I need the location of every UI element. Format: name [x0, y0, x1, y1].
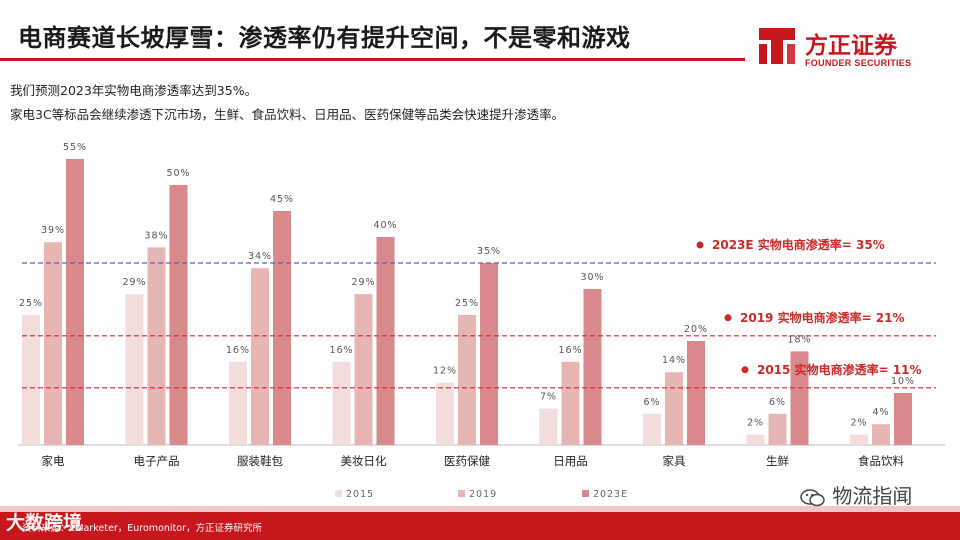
category-label: 服装鞋包: [237, 454, 283, 468]
bar-2019-食品饮料: [872, 424, 890, 445]
company-logo: 方正证券 FOUNDER SECURITIES: [755, 22, 955, 72]
data-label: 34%: [248, 251, 272, 262]
bar-2019-美妆日化: [354, 294, 373, 445]
data-label: 40%: [373, 220, 397, 231]
title-underline: [0, 58, 745, 61]
description-line-2: 家电3C等标品会继续渗透下沉市场，生鲜、食品饮料、日用品、医药保健等品类会快速提…: [10, 107, 565, 122]
data-label: 12%: [433, 366, 457, 377]
data-label: 38%: [144, 230, 168, 241]
bar-2023E-美妆日化: [376, 237, 395, 445]
data-label: 6%: [643, 397, 660, 408]
category-label: 日用品: [553, 454, 588, 468]
bar-2015-家电: [22, 315, 40, 445]
data-label: 4%: [872, 407, 889, 418]
bar-2015-生鲜: [746, 434, 765, 445]
data-label: 29%: [122, 277, 146, 288]
bar-2019-家具: [665, 372, 683, 445]
watermark-right: 物流指闻: [800, 480, 912, 509]
footer-band: [0, 506, 960, 512]
bar-2015-美妆日化: [332, 361, 351, 445]
data-label: 7%: [540, 392, 557, 403]
data-label: 35%: [477, 246, 501, 257]
data-label: 18%: [787, 334, 811, 345]
data-label: 14%: [662, 355, 686, 366]
data-label: 25%: [455, 298, 479, 309]
source-note: 资料来源：eMarketer，Euromonitor，方正证券研究所: [22, 523, 262, 534]
bar-2023E-生鲜: [790, 351, 809, 445]
category-label: 家电: [42, 454, 65, 468]
bar-2015-家具: [643, 413, 661, 445]
page-title: 电商赛道长坡厚雪：渗透率仍有提升空间，不是零和游戏: [18, 24, 631, 52]
data-label: 30%: [580, 272, 604, 283]
data-label: 6%: [769, 397, 786, 408]
category-label: 家具: [663, 454, 686, 468]
bar-2023E-日用品: [583, 289, 602, 445]
data-label: 39%: [41, 225, 65, 236]
legend-label-2019: 2019: [469, 489, 497, 500]
category-label: 医药保健: [444, 454, 490, 468]
reference-label-35: 2023E 实物电商渗透率= 35%: [712, 237, 885, 252]
data-label: 50%: [166, 168, 190, 179]
bar-2023E-家具: [687, 341, 705, 445]
legend-swatch-2023E: [582, 490, 589, 497]
legend-swatch-2015: [335, 490, 342, 497]
bar-2023E-医药保健: [480, 263, 498, 445]
data-label: 45%: [270, 194, 294, 205]
bar-2019-日用品: [561, 361, 580, 445]
watermark-left: 大数跨境: [6, 512, 83, 534]
reference-bullet-icon: [696, 241, 704, 249]
reference-label-21: 2019 实物电商渗透率= 21%: [740, 310, 905, 325]
bar-2019-电子产品: [147, 247, 166, 445]
logo-chinese-name: 方正证券: [805, 33, 897, 59]
bar-2019-服装鞋包: [251, 268, 269, 445]
footer-bar: [0, 512, 960, 540]
bar-2023E-食品饮料: [894, 393, 912, 445]
category-label: 食品饮料: [858, 454, 904, 468]
wechat-icon: [800, 488, 825, 506]
logo-mark-icon: [759, 28, 795, 64]
watermark-right-text: 物流指闻: [832, 484, 913, 508]
logo-english-name: FOUNDER SECURITIES: [805, 58, 912, 68]
category-label: 电子产品: [134, 454, 180, 468]
bar-2015-日用品: [539, 408, 558, 445]
data-label: 20%: [684, 324, 708, 335]
data-label: 25%: [19, 298, 43, 309]
data-label: 2%: [850, 418, 867, 429]
reference-bullet-icon: [724, 314, 732, 322]
data-label: 10%: [891, 376, 915, 387]
legend-label-2023E: 2023E: [593, 489, 628, 500]
data-label: 29%: [351, 277, 375, 288]
bar-2023E-服装鞋包: [273, 211, 291, 445]
bar-2015-医药保健: [436, 382, 454, 445]
category-label: 生鲜: [766, 454, 789, 468]
reference-bullet-icon: [741, 366, 749, 374]
bar-2019-医药保健: [458, 315, 476, 445]
description-line-1: 我们预测2023年实物电商渗透率达到35%。: [10, 83, 258, 98]
data-label: 55%: [63, 142, 87, 153]
bar-2019-家电: [44, 242, 62, 445]
category-label: 美妆日化: [341, 454, 387, 468]
bar-2023E-家电: [66, 159, 84, 445]
penetration-bar-chart: 25% 39% 55% 家电 29% 38% 50% 电子产品 16% 34% 45% 服装鞋包 16%…: [18, 142, 945, 500]
data-label: 16%: [226, 345, 250, 356]
data-label: 16%: [329, 345, 353, 356]
legend-swatch-2019: [458, 490, 465, 497]
bar-2023E-电子产品: [169, 185, 188, 445]
legend-label-2015: 2015: [346, 489, 374, 500]
bar-2015-食品饮料: [850, 434, 868, 445]
bar-2015-电子产品: [125, 294, 144, 445]
data-label: 16%: [558, 345, 582, 356]
reference-label-11: 2015 实物电商渗透率= 11%: [757, 362, 922, 377]
data-label: 2%: [747, 418, 764, 429]
bar-2015-服装鞋包: [229, 361, 247, 445]
bar-2019-生鲜: [768, 413, 787, 445]
